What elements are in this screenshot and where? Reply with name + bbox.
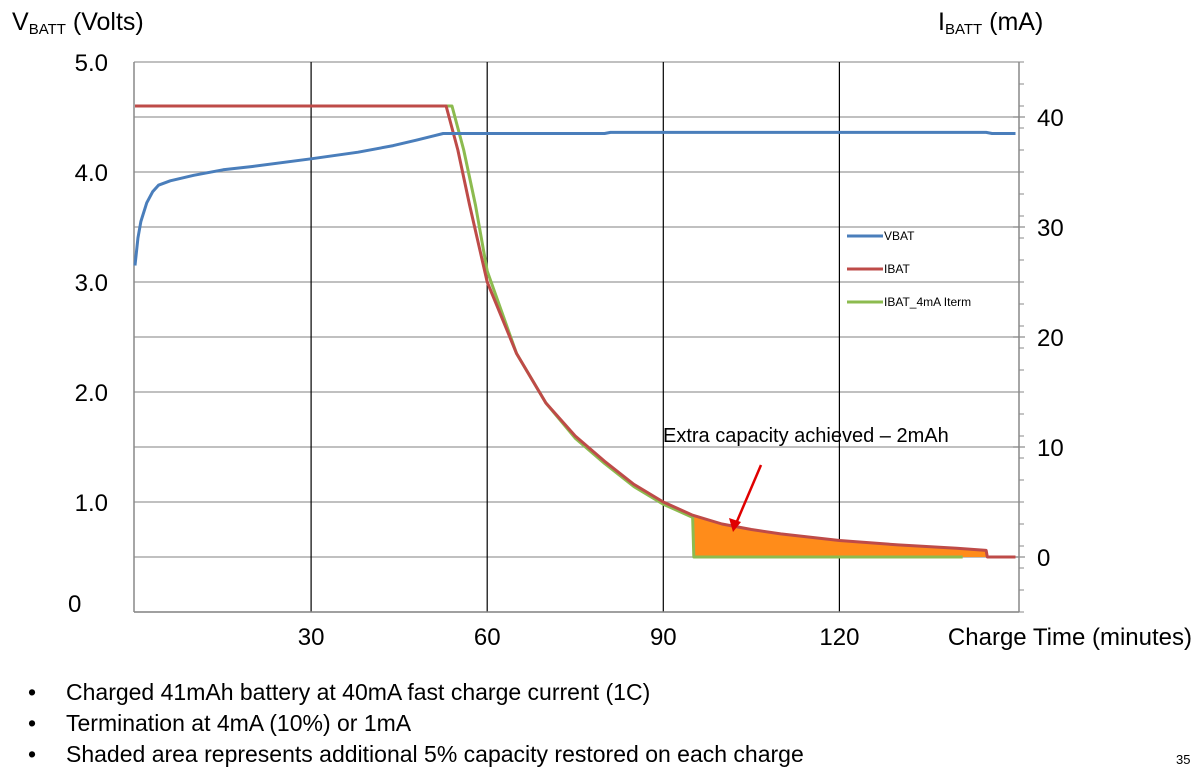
page-number: 35 xyxy=(1176,752,1191,767)
y-left-tick-label: 3.0 xyxy=(75,270,108,297)
annotation-arrow xyxy=(733,464,763,527)
bullet-item: Charged 41mAh battery at 40mA fast charg… xyxy=(28,677,804,708)
annotation-text: Extra capacity achieved – 2mAh xyxy=(663,425,949,447)
bullet-item: Termination at 4mA (10%) or 1mA xyxy=(28,708,804,739)
y-right-tick-label: 10 xyxy=(1037,435,1064,462)
y-left-axis-title: VBATT (Volts) xyxy=(12,8,144,38)
y-right-tick-label: 40 xyxy=(1037,105,1064,132)
y-right-tick-label: 30 xyxy=(1037,215,1064,242)
series-line-ibat-4ma-iterm xyxy=(135,104,963,559)
y-left-tick-label: 1.0 xyxy=(75,490,108,517)
y-left-tick-label: 0 xyxy=(68,591,81,618)
bullet-list: Charged 41mAh battery at 40mA fast charg… xyxy=(28,677,804,770)
legend-label: IBAT xyxy=(884,262,910,276)
charge-chart: 0 1.0 2.0 3.0 4.0 5.0 0 10 20 30 40 30 60 90 120 Charge… xyxy=(68,50,1192,651)
x-tick-label: 30 xyxy=(298,624,325,651)
bullet-item: Shaded area represents additional 5% cap… xyxy=(28,739,804,770)
series-line-ibat xyxy=(135,104,1016,559)
y-right-axis-title: IBATT (mA) xyxy=(938,8,1044,38)
annotation-arrowhead xyxy=(729,518,741,532)
y-right-tick-label: 0 xyxy=(1037,545,1050,572)
series-line-vbat xyxy=(133,130,1016,266)
legend-label: VBAT xyxy=(884,229,915,243)
x-axis-title: Charge Time (minutes) xyxy=(948,624,1192,651)
y-left-tick-label: 2.0 xyxy=(75,380,108,407)
y-left-tick-label: 5.0 xyxy=(75,50,108,77)
x-tick-label: 120 xyxy=(819,624,859,651)
x-tick-label: 90 xyxy=(650,624,677,651)
y-right-tick-label: 20 xyxy=(1037,325,1064,352)
x-tick-label: 60 xyxy=(474,624,501,651)
legend-label: IBAT_4mA Iterm xyxy=(884,295,971,309)
y-left-tick-label: 4.0 xyxy=(75,160,108,187)
